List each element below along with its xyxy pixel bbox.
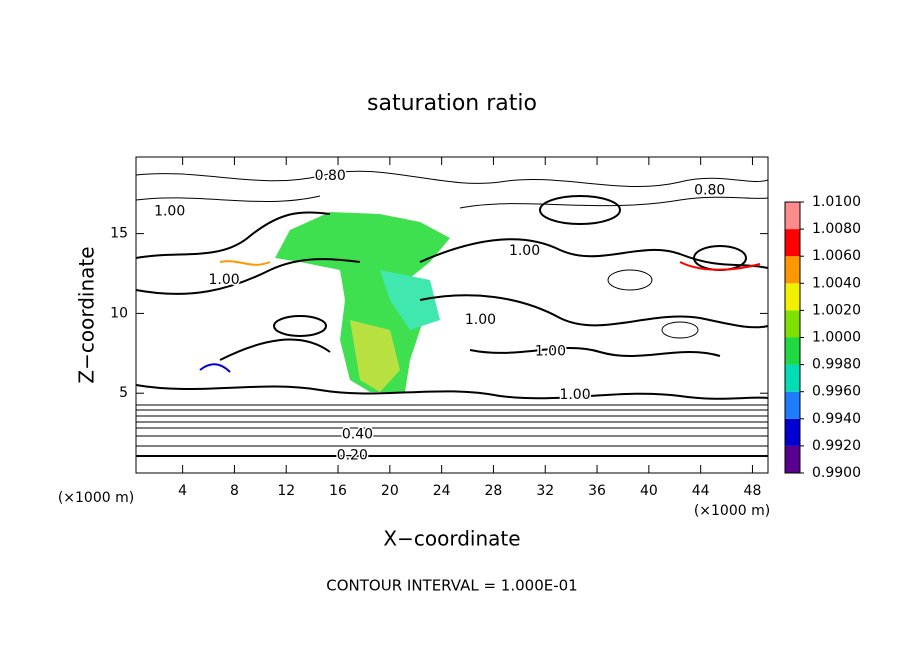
colorbar-tick-label: 1.0020: [812, 302, 861, 318]
colorbar-segment: [785, 391, 800, 419]
colorbar-tick-label: 0.9940: [812, 411, 861, 427]
y-tick-label: 10: [110, 305, 128, 321]
contour-label: 1.00: [465, 312, 496, 328]
colorbar-segment: [785, 256, 800, 284]
colorbar-segment: [785, 202, 800, 230]
x-tick-label: 24: [433, 483, 451, 499]
y-unit: (×1000 m): [58, 490, 134, 506]
contour-label: 0.80: [694, 183, 725, 199]
y-axis-label: Z−coordinate: [75, 246, 99, 383]
x-tick-label: 40: [640, 483, 658, 499]
x-axis-label: X−coordinate: [383, 527, 520, 551]
colorbar-tick-label: 0.9960: [812, 384, 861, 400]
x-unit: (×1000 m): [694, 503, 770, 519]
contour-label: 1.00: [559, 387, 590, 403]
x-tick-label: 28: [485, 483, 503, 499]
field-decoration: [135, 170, 769, 457]
contour-label: 1.00: [208, 272, 239, 288]
colorbar-tick-label: 0.9920: [812, 438, 861, 454]
x-tick-label: 48: [744, 483, 762, 499]
colorbar-segment: [785, 418, 800, 446]
colorbar-tick-label: 0.9980: [812, 357, 861, 373]
x-tick-label: 4: [178, 483, 187, 499]
colorbar-segment: [785, 310, 800, 338]
contour-label: 0.80: [315, 168, 346, 184]
colorbar-tick-label: 1.0100: [812, 194, 861, 210]
contour-label: 1.00: [154, 203, 185, 219]
contour-label: 1.00: [509, 243, 540, 259]
x-tick-label: 36: [588, 483, 606, 499]
contour-label: 1.00: [535, 344, 566, 360]
y-tick-label: 5: [119, 385, 128, 401]
x-tick-label: 12: [277, 483, 295, 499]
colorbar-segment: [785, 337, 800, 365]
footnote: CONTOUR INTERVAL = 1.000E-01: [326, 577, 577, 595]
contour-label: 0.20: [337, 447, 368, 463]
colorbar-segment: [785, 364, 800, 392]
colorbar-tick-label: 1.0040: [812, 275, 861, 291]
x-tick-label: 8: [230, 483, 239, 499]
colorbar-tick-label: 0.9900: [812, 465, 861, 481]
contour-label: 0.40: [342, 427, 373, 443]
colorbar-segment: [785, 283, 800, 311]
y-tick-label: 15: [110, 226, 128, 242]
colorbar-tick-label: 1.0060: [812, 248, 861, 264]
colorbar-segment: [785, 445, 800, 473]
chart-title: saturation ratio: [367, 91, 537, 116]
x-tick-label: 20: [381, 483, 399, 499]
x-tick-label: 32: [536, 483, 554, 499]
colorbar-tick-label: 1.0000: [812, 330, 861, 346]
colorbar-segment: [785, 229, 800, 257]
x-tick-label: 16: [329, 483, 347, 499]
x-tick-label: 44: [692, 483, 710, 499]
colorbar-tick-label: 1.0080: [812, 221, 861, 237]
plot-frame: [135, 156, 769, 474]
